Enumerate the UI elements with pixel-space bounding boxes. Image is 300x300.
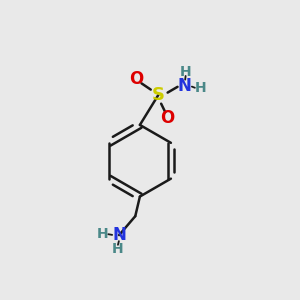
Text: N: N xyxy=(112,226,126,244)
Text: S: S xyxy=(152,86,165,104)
Text: O: O xyxy=(129,70,144,88)
Text: H: H xyxy=(97,227,108,241)
Text: H: H xyxy=(195,81,206,95)
Text: O: O xyxy=(160,109,175,127)
Text: N: N xyxy=(178,77,192,95)
Text: H: H xyxy=(112,242,124,256)
Text: H: H xyxy=(180,65,191,79)
